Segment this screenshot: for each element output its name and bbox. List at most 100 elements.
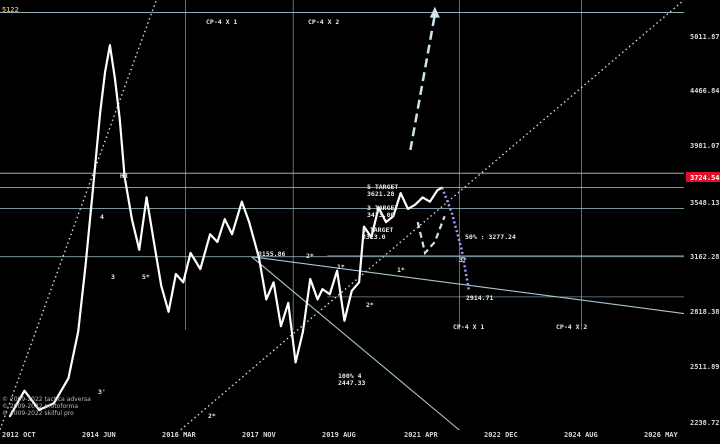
price-point-47: [377, 206, 380, 209]
hundred-pct-label-a: 100% 4: [338, 372, 362, 380]
price-point-43: [350, 289, 353, 292]
price-point-24: [209, 233, 211, 236]
y-tick-4466: 4466.84: [690, 87, 720, 95]
x-tick-2019: 2019 AUG: [322, 431, 356, 439]
price-point-40: [328, 293, 331, 296]
target1-label-b: 3323.0: [362, 233, 386, 241]
top-left-label: 5122: [2, 6, 19, 14]
cp4x1-top: CP-4 X 1: [206, 18, 237, 26]
y-tick-3162: 3162.28: [690, 253, 720, 261]
price-point-27: [231, 233, 233, 236]
price-point-29: [248, 221, 251, 224]
price-point-45: [363, 225, 365, 228]
price-point-37: [309, 278, 312, 280]
price-point-52: [414, 203, 417, 206]
current-price-badge: 3724.54: [690, 174, 720, 182]
price-point-39: [321, 288, 324, 290]
wave-3-left: 3: [111, 273, 115, 281]
copyright-2: © 2009-2022 protoforma: [2, 403, 78, 410]
price-point-34: [287, 302, 290, 304]
price-point-17: [153, 241, 155, 243]
low-2914-label: 2914.71: [466, 294, 493, 302]
price-point-0: [8, 415, 11, 418]
price-point-42: [343, 319, 346, 322]
price-point-46: [370, 236, 373, 239]
cp4x2-bottom: CP-4 X 2: [556, 323, 587, 331]
price-point-48: [385, 221, 387, 224]
price-point-15: [138, 248, 141, 251]
price-point-13: [123, 175, 126, 178]
x-tick-2026: 2026 MAY: [644, 431, 679, 439]
price-point-51: [407, 208, 409, 210]
price-point-44: [358, 281, 360, 284]
price-point-54: [429, 200, 431, 203]
arrow-shaft: [409, 14, 437, 151]
x-tick-2016: 2016 MAR: [162, 431, 197, 439]
wave-2-bottom: 2*: [208, 412, 216, 420]
price-point-6: [84, 264, 87, 267]
y-tick-3548: 3548.13: [690, 199, 720, 207]
price-point-8: [99, 111, 102, 114]
price-point-12: [118, 117, 121, 120]
price-point-36: [302, 330, 304, 333]
x-tick-2022: 2022 DEC: [484, 431, 518, 439]
cp4x2-top: CP-4 X 2: [308, 18, 339, 26]
y-tick-2511: 2511.89: [690, 363, 720, 371]
y-tick-5011: 5011.87: [690, 33, 720, 41]
x-tick-2021: 2021 APR: [404, 431, 439, 439]
price-point-7: [91, 189, 94, 192]
wave-2-right: 2*: [366, 301, 374, 309]
price-point-11: [113, 76, 116, 79]
wave-hr: HR: [120, 172, 128, 180]
price-point-35: [294, 361, 297, 364]
x-tick-2014: 2014 JUN: [82, 431, 116, 439]
price-point-20: [174, 273, 177, 275]
target3-label-a: 3 TARGET: [367, 204, 398, 212]
price-point-4: [67, 377, 70, 380]
fifty-pct-label: 50% : 3277.24: [465, 233, 516, 241]
price-point-16: [145, 196, 148, 199]
price-point-31: [265, 298, 268, 301]
price-point-23: [199, 268, 202, 270]
projection-path: [440, 187, 471, 292]
wave-4-left: 4: [100, 213, 104, 221]
x-tick-2012: 2012 OCT: [2, 431, 36, 439]
wave-1-left: 1*: [337, 263, 345, 271]
wave-2-left: 2*: [306, 252, 314, 260]
wave-3-prime: 3': [98, 388, 106, 396]
price-point-30: [258, 256, 260, 259]
wave-5-left: 5*: [142, 273, 150, 281]
y-tick-3981: 3981.07: [690, 142, 720, 150]
copyright-1: © 2009-2022 tactica adversa: [2, 396, 91, 403]
dashed-path: [416, 215, 446, 256]
wave-3-right: 3*: [459, 256, 467, 264]
price-point-19: [167, 310, 170, 313]
projection-layer: [409, 6, 471, 292]
price-point-9: [104, 71, 106, 74]
y-tick-2238: 2238.72: [690, 419, 720, 427]
fan-line-upper: [251, 256, 685, 315]
target3-label-b: 3473.00: [367, 211, 394, 219]
price-point-49: [392, 215, 395, 218]
price-point-2: [38, 408, 40, 411]
target1-label-a: 1 TARGET: [362, 226, 393, 234]
price-point-14: [131, 218, 133, 221]
target5-label-a: 5 TARGET: [367, 183, 398, 191]
structure-lines: [0, 0, 685, 431]
price-point-3: [52, 402, 55, 405]
price-point-10: [109, 44, 111, 47]
price-point-5: [77, 330, 80, 333]
cp4x1-bottom: CP-4 X 1: [453, 323, 484, 331]
x-tick-2017: 2017 NOV: [242, 431, 277, 439]
price-point-50: [399, 192, 402, 195]
price-point-33: [280, 325, 282, 328]
x-tick-2024: 2024 AUG: [564, 431, 598, 439]
price-point-26: [223, 218, 226, 221]
fan-line-lower: [251, 256, 460, 431]
price-point-53: [421, 196, 424, 199]
y-tick-2818: 2818.38: [690, 308, 720, 316]
price-point-38: [316, 298, 319, 301]
